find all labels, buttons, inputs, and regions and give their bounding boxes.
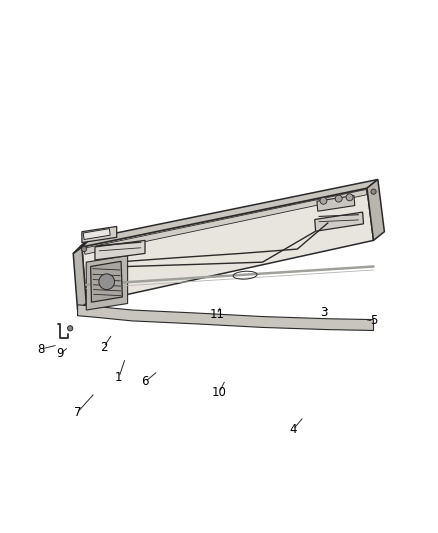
Polygon shape (82, 188, 374, 303)
Text: 4: 4 (289, 423, 297, 436)
Text: 10: 10 (212, 386, 226, 399)
Polygon shape (83, 229, 110, 239)
Circle shape (99, 274, 115, 289)
Polygon shape (317, 196, 355, 211)
Text: 6: 6 (141, 375, 149, 389)
Circle shape (81, 246, 87, 252)
Text: 1: 1 (115, 371, 123, 384)
Circle shape (371, 189, 376, 194)
Polygon shape (86, 256, 127, 310)
Text: 7: 7 (74, 406, 81, 419)
Polygon shape (91, 261, 122, 302)
Text: 2: 2 (100, 341, 107, 353)
Text: 11: 11 (209, 308, 224, 321)
Polygon shape (82, 227, 117, 243)
Text: 9: 9 (57, 347, 64, 360)
Circle shape (67, 326, 73, 331)
Text: 8: 8 (37, 343, 44, 356)
Polygon shape (78, 305, 374, 330)
Circle shape (320, 197, 327, 204)
Text: 3: 3 (320, 306, 327, 319)
Polygon shape (95, 240, 145, 260)
Circle shape (335, 195, 342, 202)
Polygon shape (367, 180, 385, 240)
Polygon shape (73, 247, 86, 310)
Polygon shape (82, 180, 378, 247)
Circle shape (346, 194, 353, 201)
Text: 5: 5 (370, 314, 377, 327)
Polygon shape (315, 212, 364, 231)
Polygon shape (73, 238, 91, 254)
Polygon shape (84, 189, 367, 254)
